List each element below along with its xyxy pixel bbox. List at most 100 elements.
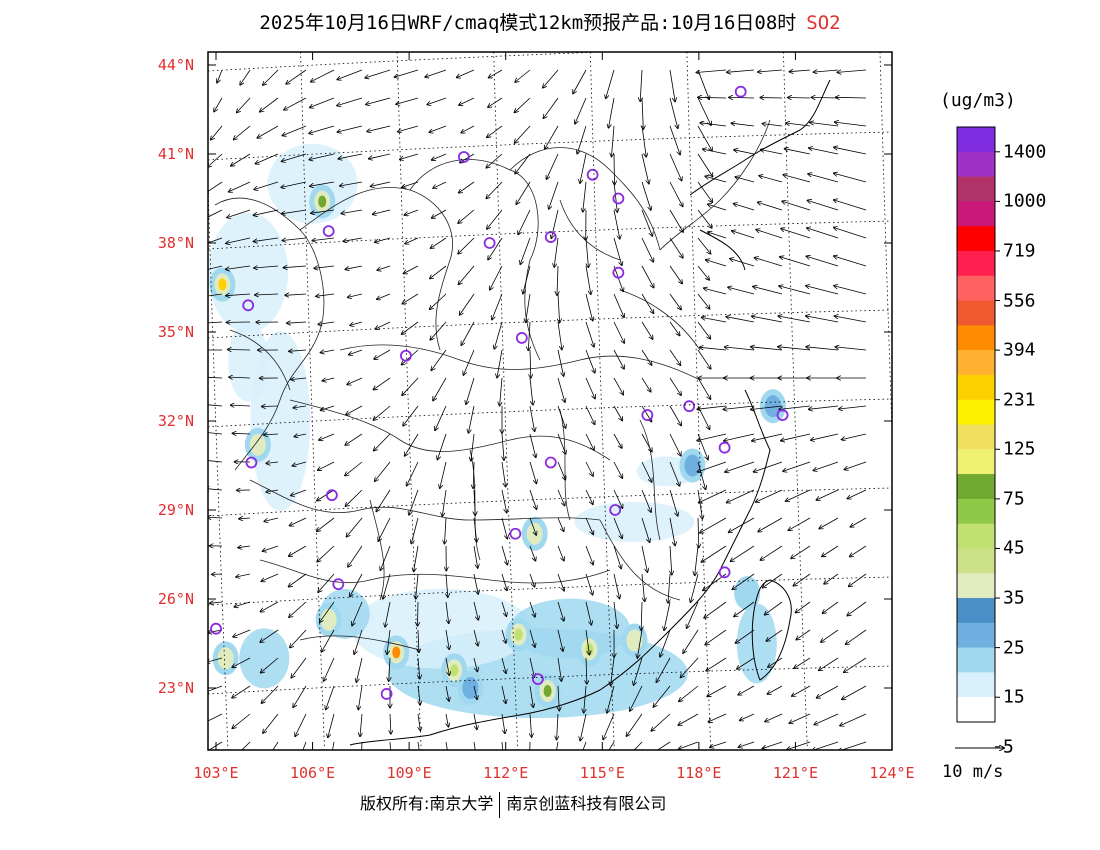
wind-arrow <box>697 321 710 339</box>
colorbar-swatch <box>957 350 995 376</box>
wind-arrow <box>543 97 559 118</box>
wind-arrow <box>374 433 391 451</box>
wind-arrow <box>427 97 447 105</box>
wind-arrow <box>311 209 335 213</box>
wind-arrow <box>734 204 755 211</box>
wind-arrow <box>208 321 223 324</box>
wind-arrow <box>376 489 391 511</box>
wind-arrow <box>494 321 503 349</box>
longitude-gridline <box>879 52 892 441</box>
wind-arrow <box>641 489 651 512</box>
wind-arrow <box>669 461 680 486</box>
hotspot-core <box>218 278 227 291</box>
wind-arrow <box>687 601 699 628</box>
wind-arrow <box>697 377 711 399</box>
wind-arrow <box>409 489 419 515</box>
wind-arrow <box>700 517 727 533</box>
wind-arrow <box>814 70 839 72</box>
wind-arrow <box>583 181 587 212</box>
wind-arrow <box>293 406 307 408</box>
longitude-gridline <box>783 52 808 750</box>
wind-arrow <box>487 125 503 137</box>
wind-arrow <box>613 405 622 421</box>
wind-arrow <box>806 286 839 295</box>
wind-arrow <box>319 433 335 440</box>
colorbar-swatch <box>957 325 995 351</box>
city-station-marker <box>332 578 345 591</box>
wind-arrow <box>697 237 711 254</box>
wind-arrow <box>809 405 839 409</box>
wind-arrow <box>760 98 783 99</box>
wind-arrow <box>641 517 650 542</box>
wind-arrow <box>326 685 335 710</box>
wind-arrow <box>429 125 447 132</box>
wind-arrow <box>371 181 391 186</box>
wind-arrow <box>404 265 419 274</box>
wind-arrow <box>664 601 671 630</box>
wind-arrow <box>557 433 566 454</box>
wind-arrow <box>705 629 727 645</box>
wind-arrow <box>613 377 623 395</box>
wind-arrow <box>669 433 681 456</box>
wind-arrow <box>794 657 811 668</box>
wind-arrow <box>208 404 223 407</box>
wind-arrow <box>822 545 839 557</box>
city-station-marker <box>641 409 654 421</box>
wind-arrow <box>208 685 223 693</box>
wind-arrow <box>290 629 307 648</box>
lat-label: 35°N <box>157 323 194 341</box>
wind-arrow <box>814 713 839 725</box>
wind-arrow <box>261 601 279 612</box>
wind-arrow <box>580 713 587 741</box>
wind-arrow <box>345 433 363 445</box>
wind-arrow <box>291 489 307 496</box>
wind-arrow <box>316 294 335 296</box>
wind-arrow <box>768 657 783 667</box>
latitude-gridline <box>208 220 892 250</box>
wind-arrow <box>728 287 755 295</box>
wind-arrow <box>756 489 783 502</box>
wind-arrow <box>377 293 391 299</box>
hotspot-core <box>253 438 262 451</box>
wind-arrow <box>765 601 783 615</box>
wind-arrow <box>425 69 447 77</box>
colorbar-swatch <box>957 474 995 500</box>
longitude-gridline <box>686 52 712 750</box>
wind-arrow <box>751 347 783 351</box>
wind-arrow <box>641 125 646 157</box>
wind-arrow <box>817 685 839 698</box>
colorbar-label: 231 <box>1003 389 1036 411</box>
wind-arrow <box>208 293 223 297</box>
wind-arrow <box>254 237 279 242</box>
city-station-marker <box>612 192 625 205</box>
wind-arrow <box>669 97 678 128</box>
wind-arrow <box>407 461 419 486</box>
wind-arrow <box>641 601 642 630</box>
wind-arrow <box>430 321 447 340</box>
wind-arrow <box>641 377 651 392</box>
wind-arrow <box>529 573 535 587</box>
colorbar-label: 394 <box>1003 339 1036 361</box>
wind-arrow <box>208 209 223 218</box>
wind-arrow <box>266 462 279 463</box>
wind-arrow <box>468 405 475 433</box>
wind-arrow <box>486 153 503 168</box>
colorbar-swatch <box>957 498 995 524</box>
wind-arrow <box>700 123 727 127</box>
wind-arrow <box>697 69 709 99</box>
wind-arrow <box>523 265 531 294</box>
wind-arrow <box>254 181 279 190</box>
wind-arrow <box>608 741 615 750</box>
wind-arrow <box>669 69 675 102</box>
wind-arrow <box>529 545 536 561</box>
wind-arrow <box>633 741 643 750</box>
colorbar-swatch <box>957 176 995 202</box>
wind-arrow <box>324 657 335 681</box>
wind-arrow <box>501 741 504 750</box>
wind-arrow <box>614 153 615 185</box>
wind-arrow <box>781 229 811 239</box>
wind-arrow <box>641 209 652 236</box>
wind-arrow <box>613 489 623 508</box>
lat-label: 41°N <box>157 145 194 163</box>
lon-label: 103°E <box>193 764 239 782</box>
